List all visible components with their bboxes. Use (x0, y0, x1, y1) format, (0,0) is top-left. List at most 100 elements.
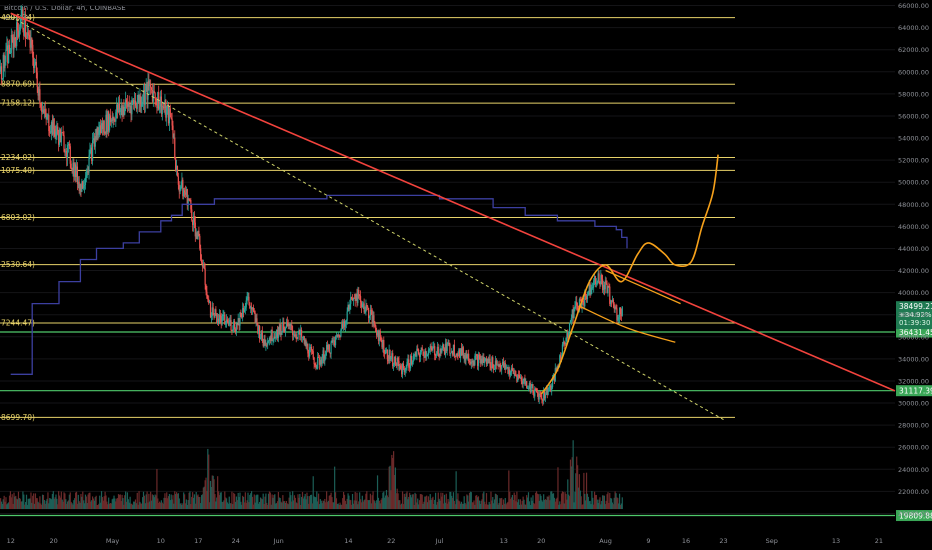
volume-bar-370 (330, 492, 332, 510)
volume-bar-204 (182, 503, 184, 510)
x-tick-label-14: 16 (682, 537, 690, 545)
volume-bar-691 (617, 498, 619, 510)
volume-bar-205 (183, 492, 185, 510)
volume-bar-647 (577, 487, 580, 510)
candle-body-251 (224, 314, 226, 325)
candle-body-495 (442, 344, 444, 349)
candle-body-674 (602, 279, 604, 291)
candle-body-215 (192, 220, 194, 225)
volume-bar-571 (510, 499, 512, 510)
candle-body-264 (235, 323, 238, 332)
volume-bar-391 (349, 499, 351, 510)
candle-body-105 (93, 138, 95, 147)
volume-bar-388 (346, 498, 348, 510)
volume-bar-411 (367, 499, 369, 510)
volume-bar-355 (317, 501, 319, 510)
volume-bar-460 (410, 497, 413, 510)
volume-bar-545 (486, 504, 489, 510)
volume-bar-54 (48, 503, 50, 510)
candle-body-307 (274, 336, 276, 338)
volume-bar-279 (249, 494, 251, 510)
volume-bar-393 (351, 504, 353, 510)
candle-body-546 (487, 358, 489, 363)
volume-bar-295 (263, 504, 265, 510)
volume-bar-423 (377, 497, 380, 510)
volume-bar-684 (610, 498, 613, 510)
candle-body-53 (47, 115, 49, 116)
volume-bar-507 (452, 492, 455, 510)
volume-bar-372 (332, 502, 334, 510)
support-label-bg-1 (896, 385, 932, 397)
volume-bar-452 (403, 493, 405, 510)
volume-bar-105 (93, 500, 95, 510)
volume-bar-164 (146, 491, 148, 510)
volume-bar-462 (412, 494, 414, 510)
candle-body-166 (148, 80, 150, 87)
candle-body-30 (26, 32, 28, 39)
candle-body-126 (112, 116, 114, 121)
volume-bar-59 (52, 491, 54, 510)
candle-body-451 (402, 363, 405, 369)
volume-bar-302 (269, 492, 271, 510)
volume-bar-537 (479, 503, 481, 510)
volume-bar-138 (123, 504, 125, 510)
volume-bar-456 (407, 499, 409, 510)
volume-bar-226 (201, 494, 204, 510)
volume-bar-527 (470, 492, 472, 510)
candle-body-440 (393, 364, 395, 367)
candle-body-512 (457, 355, 459, 357)
candle-body-177 (158, 92, 160, 110)
volume-bar-25 (22, 491, 24, 510)
candle-body-320 (285, 322, 288, 328)
volume-bar-122 (108, 503, 111, 510)
candle-body-250 (223, 314, 225, 316)
volume-bar-595 (531, 500, 533, 510)
candle-body-662 (591, 287, 593, 289)
candle-body-382 (341, 324, 343, 330)
y-tick-label-15: 50000.00 (898, 179, 929, 187)
volume-bar-505 (451, 495, 453, 510)
volume-bar-469 (418, 500, 421, 510)
volume-bar-55 (49, 498, 51, 510)
volume-bar-281 (250, 491, 253, 510)
candle-body-359 (320, 360, 322, 365)
candle-body-631 (563, 341, 565, 344)
candle-body-580 (518, 374, 520, 376)
candle-body-91 (81, 181, 83, 192)
candle-body-14 (12, 37, 14, 50)
candle-body-123 (109, 115, 112, 122)
volume-bar-51 (45, 500, 47, 510)
candle-body-501 (447, 343, 449, 344)
volume-bar-624 (557, 467, 559, 510)
volume-bar-80 (71, 503, 73, 510)
volume-bar-249 (222, 501, 224, 510)
volume-bar-576 (514, 494, 516, 510)
volume-bar-591 (527, 492, 530, 510)
volume-bar-446 (398, 500, 400, 510)
candle-body-370 (330, 342, 332, 354)
volume-bar-528 (471, 502, 473, 510)
candle-body-292 (260, 330, 263, 338)
candle-body-385 (343, 321, 346, 327)
volume-bar-627 (560, 504, 562, 510)
candle-body-496 (443, 344, 445, 349)
candle-body-27 (24, 17, 26, 36)
volume-bar-367 (327, 500, 330, 510)
x-tick-label-13: 9 (646, 537, 650, 545)
y-tick-label-4: 28000.00 (898, 422, 929, 430)
volume-bar-125 (111, 499, 113, 510)
candle-body-412 (368, 307, 370, 319)
volume-bar-441 (393, 474, 396, 510)
volume-bar-211 (188, 492, 190, 510)
candle-body-563 (502, 361, 505, 368)
candle-body-300 (267, 340, 270, 342)
volume-bar-72 (64, 493, 66, 510)
volume-bar-34 (30, 492, 32, 510)
volume-bar-619 (552, 493, 555, 510)
candle-body-560 (500, 367, 502, 370)
volume-bar-665 (593, 491, 596, 510)
volume-bar-198 (176, 493, 179, 510)
volume-bar-215 (192, 492, 194, 510)
volume-bar-612 (546, 496, 548, 510)
